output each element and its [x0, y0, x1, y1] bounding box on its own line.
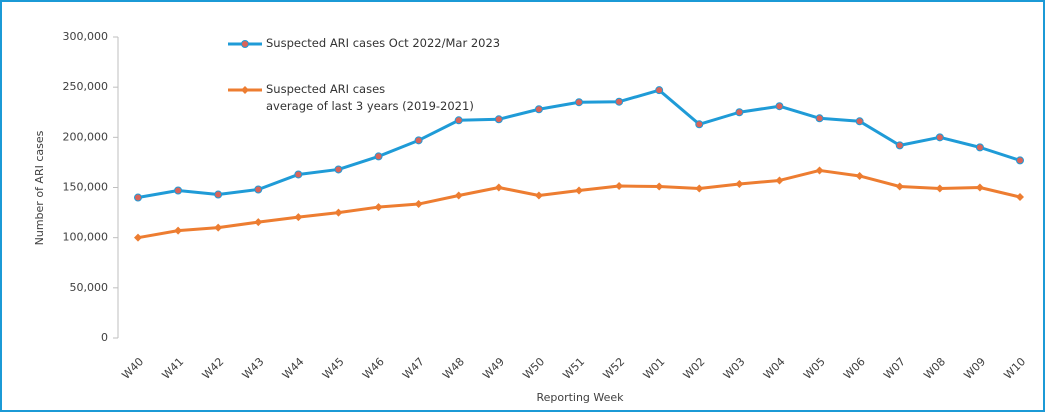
data-point: [174, 226, 183, 235]
data-point: [855, 171, 864, 180]
data-point: [775, 102, 784, 111]
data-point: [414, 136, 423, 145]
x-tick-label: W06: [841, 355, 868, 382]
x-tick-label: W02: [681, 355, 708, 382]
data-point: [334, 208, 343, 217]
x-tick-label: W40: [119, 355, 146, 382]
x-tick-label: W43: [240, 355, 267, 382]
data-point: [374, 203, 383, 212]
data-point: [454, 191, 463, 200]
data-point: [735, 179, 744, 188]
data-point: [575, 98, 583, 107]
data-point: [294, 213, 303, 222]
x-tick-label: W42: [200, 355, 227, 382]
data-point: [494, 115, 503, 124]
data-point: [735, 108, 744, 117]
x-tick-label: W09: [961, 355, 988, 382]
data-point: [414, 200, 423, 209]
data-point: [1016, 156, 1024, 165]
data-point: [254, 185, 263, 194]
x-tick-label: W04: [761, 355, 788, 382]
data-point: [134, 233, 142, 242]
x-tick-label: W44: [280, 355, 307, 382]
x-tick-label: W41: [160, 355, 187, 382]
data-point: [575, 186, 583, 195]
data-point: [815, 114, 824, 123]
data-point: [975, 143, 984, 152]
x-tick-label: W07: [881, 355, 908, 382]
y-tick-label: 250,000: [63, 80, 109, 93]
data-point: [895, 182, 904, 191]
x-tick-label: W47: [400, 355, 427, 382]
x-tick-label: W51: [560, 355, 587, 382]
x-tick-label: W52: [601, 355, 628, 382]
data-point: [214, 223, 223, 232]
data-point: [134, 193, 142, 202]
x-tick-label: W49: [480, 355, 507, 382]
x-tick-label: W05: [801, 355, 828, 382]
data-point: [855, 117, 864, 126]
data-point: [374, 152, 383, 161]
data-point: [254, 218, 263, 227]
data-point: [815, 166, 824, 175]
data-point: [655, 86, 664, 95]
data-point: [174, 186, 183, 195]
x-tick-label: W01: [641, 355, 668, 382]
data-point: [241, 40, 249, 48]
y-tick-label: 150,000: [63, 181, 109, 194]
y-tick-label: 0: [101, 331, 108, 344]
data-point: [534, 191, 543, 200]
x-tick-label: W50: [520, 355, 547, 382]
data-point: [214, 190, 223, 199]
data-point: [935, 133, 944, 142]
y-tick-label: 100,000: [63, 231, 109, 244]
x-tick-label: W45: [320, 355, 347, 382]
data-point: [454, 116, 463, 125]
x-tick-label: W46: [360, 355, 387, 382]
data-point: [655, 182, 664, 191]
legend-label: Suspected ARI cases Oct 2022/Mar 2023: [266, 36, 501, 50]
x-tick-label: W10: [1001, 355, 1028, 382]
y-axis-label: Number of ARI cases: [33, 130, 46, 245]
data-point: [494, 183, 503, 192]
data-point: [334, 165, 343, 174]
data-point: [294, 170, 303, 179]
data-point: [1016, 193, 1024, 202]
x-tick-label: W08: [921, 355, 948, 382]
y-tick-label: 50,000: [70, 281, 109, 294]
data-point: [615, 181, 624, 190]
x-axis-label: Reporting Week: [536, 391, 624, 404]
data-point: [895, 141, 904, 150]
data-point: [695, 184, 704, 193]
data-point: [775, 176, 784, 185]
y-tick-label: 300,000: [63, 30, 109, 43]
series-line: [137, 168, 1021, 240]
data-point: [241, 86, 249, 94]
y-tick-label: 200,000: [63, 130, 109, 143]
data-point: [534, 105, 543, 114]
data-point: [935, 184, 944, 193]
legend-label: Suspected ARI cases average of last 3 ye…: [266, 82, 474, 113]
data-point: [615, 97, 624, 106]
x-tick-label: W03: [721, 355, 748, 382]
data-point: [695, 120, 704, 129]
data-point: [975, 183, 984, 192]
x-tick-label: W48: [440, 355, 467, 382]
